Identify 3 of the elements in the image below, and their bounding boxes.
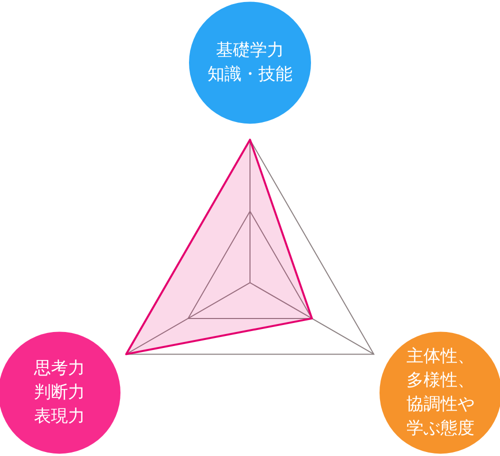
spoke-label: 主体性、多様性、協調性や学ぶ態度: [406, 346, 475, 439]
spoke-label: 基礎学力知識・技能: [208, 40, 292, 85]
spoke-label: 思考力判断力表現力: [32, 358, 85, 427]
